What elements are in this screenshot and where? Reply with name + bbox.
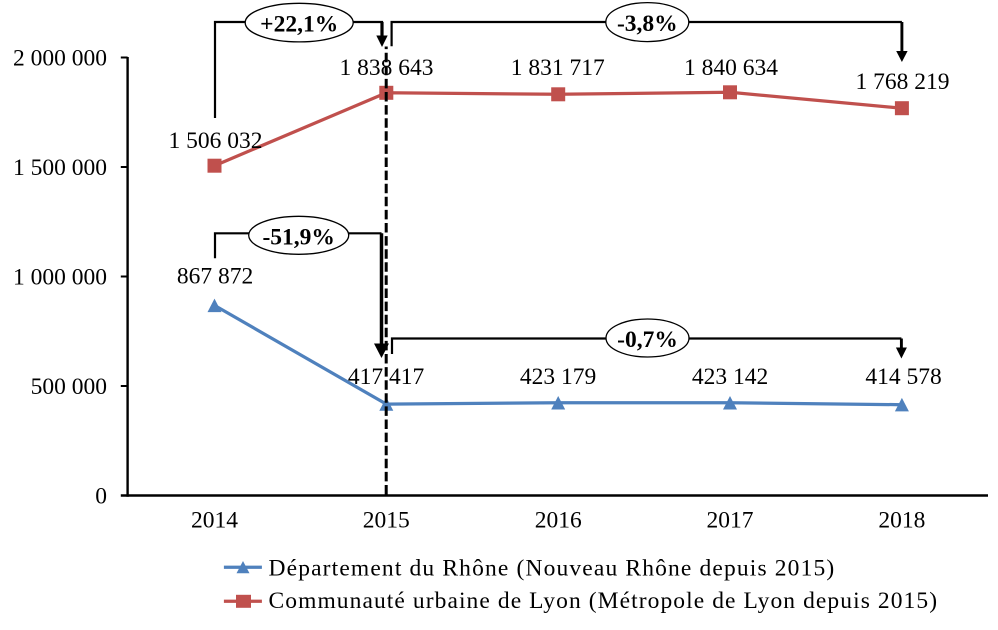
svg-text:1 768 219: 1 768 219	[856, 69, 950, 95]
svg-text:414 578: 414 578	[865, 364, 941, 390]
svg-text:417 417: 417 417	[348, 364, 425, 390]
svg-text:2014: 2014	[191, 507, 238, 533]
svg-text:0: 0	[95, 483, 107, 509]
svg-text:423 179: 423 179	[520, 364, 596, 390]
svg-text:1 500 000: 1 500 000	[13, 155, 107, 181]
svg-text:867 872: 867 872	[177, 264, 253, 290]
svg-text:+22,1%: +22,1%	[260, 12, 338, 38]
svg-text:1 840 634: 1 840 634	[684, 55, 778, 81]
svg-text:-0,7%: -0,7%	[617, 327, 678, 353]
svg-text:-51,9%: -51,9%	[262, 224, 334, 250]
svg-text:-3,8%: -3,8%	[617, 11, 678, 37]
svg-text:2017: 2017	[707, 507, 754, 533]
svg-text:2 000 000: 2 000 000	[13, 45, 107, 71]
svg-text:Communauté urbaine de Lyon (Mé: Communauté urbaine de Lyon (Métropole de…	[269, 588, 939, 614]
svg-text:500 000: 500 000	[31, 374, 107, 400]
svg-text:Département du Rhône (Nouveau: Département du Rhône (Nouveau Rhône depu…	[269, 556, 836, 582]
svg-text:1 838 643: 1 838 643	[340, 55, 434, 81]
svg-text:1 506 032: 1 506 032	[169, 128, 263, 154]
svg-text:2015: 2015	[363, 507, 410, 533]
svg-text:1 831 717: 1 831 717	[511, 55, 605, 81]
svg-text:2018: 2018	[878, 507, 925, 533]
svg-text:1 000 000: 1 000 000	[13, 264, 107, 290]
svg-text:2016: 2016	[535, 507, 582, 533]
svg-text:423 142: 423 142	[692, 364, 768, 390]
